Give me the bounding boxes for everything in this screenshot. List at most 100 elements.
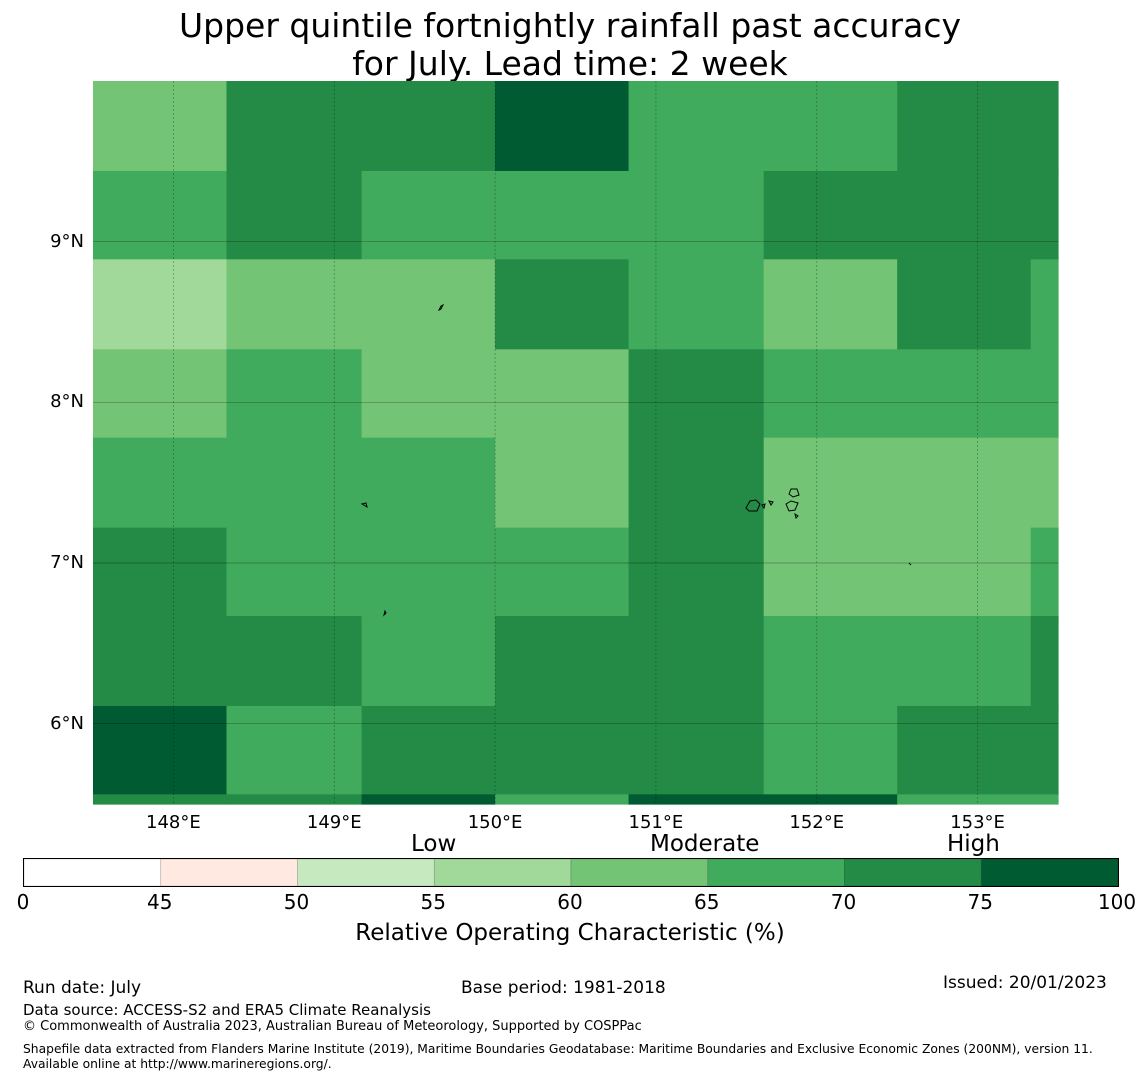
grid-cell — [361, 705, 496, 795]
colorbar-swatch — [297, 858, 435, 887]
lat-label: 6°N — [50, 712, 84, 734]
category-label-low: Low — [411, 831, 457, 857]
lat-label: 8°N — [50, 391, 84, 413]
lon-label: 150°E — [467, 812, 523, 833]
grid-cell — [1030, 705, 1059, 795]
colorbar-swatch — [433, 858, 572, 887]
lat-label: 9°N — [50, 230, 84, 252]
grid-cell — [226, 705, 363, 795]
grid-cell — [897, 527, 1032, 617]
grid-cell — [897, 616, 1032, 707]
lon-label: 152°E — [789, 812, 845, 833]
colorbar-tick: 0 — [16, 890, 30, 914]
grid-cell — [93, 616, 228, 707]
grid-cell — [361, 81, 496, 172]
grid-cell — [93, 259, 228, 350]
grid-cell — [495, 527, 630, 617]
grid-cell — [763, 437, 898, 529]
island-outline — [437, 303, 445, 312]
map-graticule — [93, 81, 1058, 804]
grid-cell — [763, 794, 898, 805]
grid-cell — [361, 616, 496, 707]
grid-cell — [361, 170, 496, 260]
lon-label: 149°E — [306, 812, 362, 833]
colorbar-tick: 75 — [967, 890, 993, 914]
lon-label: 148°E — [146, 812, 201, 833]
grid-cell — [93, 81, 228, 172]
colorbar-frame — [23, 858, 1119, 887]
island-outline — [908, 562, 912, 566]
colorbar-swatch — [844, 858, 982, 887]
island-outline — [785, 500, 799, 512]
colorbar-tick: 60 — [557, 890, 583, 914]
grid-cell — [361, 349, 496, 439]
colorbar-swatch — [570, 858, 709, 887]
shapefile-credit: Shapefile data extracted from Flanders M… — [23, 1042, 1093, 1071]
grid-cell — [897, 349, 1032, 439]
colorbar-swatch — [707, 858, 845, 887]
island-outlines — [360, 303, 912, 617]
grid-cell — [628, 349, 765, 439]
grid-cell — [226, 170, 363, 260]
island-outline — [768, 500, 774, 506]
grid-cell — [628, 81, 765, 172]
grid-cell — [1030, 794, 1059, 805]
grid-cell — [628, 794, 765, 805]
colorbar-swatch — [160, 858, 298, 887]
copyright-notice: © Commonwealth of Australia 2023, Austra… — [23, 1019, 642, 1034]
island-outline — [360, 502, 368, 509]
grid-cell — [226, 794, 363, 805]
grid-cell — [628, 705, 765, 795]
island-outline — [794, 512, 799, 519]
category-label-high: High — [947, 831, 1000, 857]
grid-cell — [897, 259, 1032, 350]
grid-cell — [93, 794, 228, 805]
grid-cell — [495, 170, 630, 260]
grid-cell — [628, 527, 765, 617]
grid-cell — [897, 705, 1032, 795]
colorbar-tick: 45 — [147, 890, 173, 914]
island-outline — [745, 499, 761, 512]
colorbar-tick: 55 — [420, 890, 446, 914]
grid-cell — [495, 705, 630, 795]
lon-label: 151°E — [628, 812, 684, 833]
grid-cell — [1030, 527, 1059, 617]
grid-cell — [1030, 81, 1059, 172]
grid-cell — [495, 437, 630, 529]
colorbar — [23, 858, 1119, 887]
grid-cell — [495, 259, 630, 350]
map-title-line-2: for July. Lead time: 2 week — [352, 44, 788, 83]
grid-cell — [1030, 616, 1059, 707]
category-label-moderate: Moderate — [650, 831, 760, 857]
grid-cell — [763, 616, 898, 707]
grid-cell — [1030, 170, 1059, 260]
grid-cell — [897, 81, 1032, 172]
grid-cell — [897, 794, 1032, 805]
colorbar-swatch — [980, 858, 1119, 887]
lat-label: 7°N — [50, 552, 84, 573]
grid-cell — [763, 705, 898, 795]
island-outline — [383, 609, 387, 617]
grid-cell — [226, 616, 363, 707]
grid-cell — [495, 349, 630, 439]
grid-cell — [628, 259, 765, 350]
island-outline — [788, 488, 800, 498]
grid-cell — [93, 527, 228, 617]
grid-cell — [361, 259, 496, 350]
grid-cell — [361, 527, 496, 617]
grid-cell — [93, 705, 228, 795]
grid-cell — [628, 437, 765, 529]
grid-cell — [763, 259, 898, 350]
grid-cell — [628, 616, 765, 707]
grid-cell — [897, 437, 1032, 529]
grid-cell — [495, 616, 630, 707]
colorbar-tick: 70 — [830, 890, 857, 914]
base-period: Base period: 1981-2018 — [461, 978, 666, 998]
map-grid-cells — [93, 81, 1059, 805]
grid-cell — [763, 170, 898, 260]
issued-date: Issued: 20/01/2023 — [943, 973, 1107, 993]
grid-cell — [763, 349, 898, 439]
grid-cell — [361, 437, 496, 529]
grid-cell — [495, 794, 630, 805]
grid-cell — [495, 81, 630, 172]
